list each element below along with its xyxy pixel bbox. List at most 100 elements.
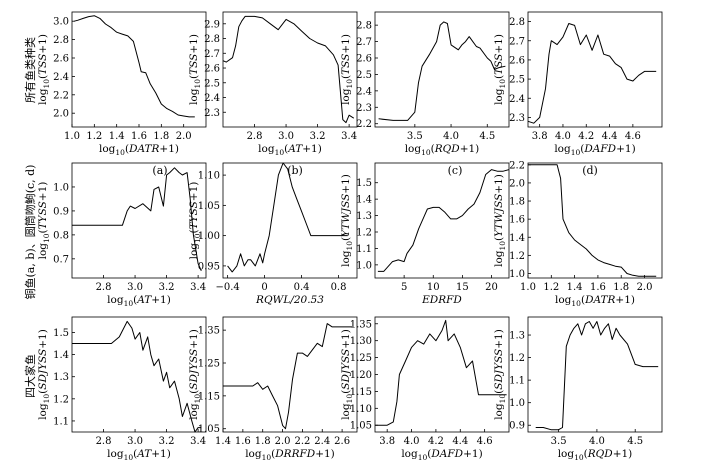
x-tick-label: 3.4 — [190, 436, 206, 447]
x-tick-label: 20 — [485, 282, 498, 293]
y-tick-label: 1.30 — [350, 336, 372, 347]
panel-r0c1: 2.8 3.0 3.2 3.4 2.3 2.4 2.5 2.6 2.7 2.8 2.9 log10(A… — [188, 11, 358, 157]
y-tick-label: 2.7 — [204, 49, 220, 60]
x-tick-label: 1.4 — [215, 436, 231, 447]
panel-r1c0: 2.8 3.0 3.2 3.4 0.7 0.8 0.9 1.0 log10(AT+1) log10… — [37, 162, 207, 308]
panel-r0c2: 3.5 4.0 4.5 2.2 2.3 2.4 2.5 2.6 2.7 2.8 log10(RQD+… — [340, 11, 510, 157]
x-tick-label: 2.4 — [314, 436, 330, 447]
y-tick-label: 2.4 — [53, 72, 69, 83]
x-tick-label: 3.5 — [551, 436, 567, 447]
y-tick-label: 1.25 — [198, 359, 220, 370]
data-line — [377, 169, 510, 272]
x-tick-label: 4.5 — [479, 131, 495, 142]
y-tick-label: 1.05 — [198, 424, 220, 435]
x-tick-label: 3.4 — [341, 131, 357, 142]
x-tick-label: 2.0 — [176, 131, 192, 142]
y-tick-label: 0.7 — [53, 254, 69, 265]
y-tick-label: 2.2 — [509, 160, 525, 171]
x-axis-label: log10(DAFD+1) — [554, 143, 635, 157]
y-tick-label: 1.20 — [350, 370, 372, 381]
plot-frame — [527, 316, 663, 433]
x-tick-label: 3.0 — [278, 131, 294, 142]
y-tick-label: 2.5 — [204, 78, 220, 89]
x-axis-label: log10(AT+1) — [107, 448, 171, 462]
panel-r0c3: 3.8 4.0 4.2 4.4 4.6 2.3 2.4 2.5 2.6 2.7 2.8 log10(D… — [493, 11, 663, 157]
y-tick-label: 2.8 — [53, 35, 69, 46]
y-tick-label: 0.8 — [53, 230, 69, 241]
x-tick-label: 1.4 — [567, 282, 583, 293]
x-tick-label: 1.8 — [153, 131, 169, 142]
x-tick-label: 0.8 — [331, 282, 347, 293]
panel-r1c2: 5 10 15 20 1.0 1.1 1.2 1.3 1.4 1.5 EDRFD log10(YTWJ… — [340, 162, 510, 306]
data-line — [527, 23, 657, 124]
y-axis-label: log10(TSS+1) — [340, 34, 354, 105]
y-axis-label: log10(TSS+1) — [188, 34, 202, 105]
y-tick-label: 2.8 — [356, 21, 372, 32]
y-tick-label: 2.6 — [509, 55, 525, 66]
x-axis-label: EDRFD — [421, 294, 462, 306]
y-tick-label: 2.4 — [356, 86, 372, 97]
row-label-1: 所有鱼类种类 — [23, 37, 37, 103]
y-tick-label: 1.05 — [198, 201, 220, 212]
data-line — [227, 162, 348, 273]
x-tick-label: 0 — [261, 282, 267, 293]
x-tick-label: 4.6 — [477, 436, 493, 447]
x-tick-label: 1.4 — [109, 131, 125, 142]
x-axis-label: log10(AT+1) — [107, 294, 171, 308]
x-tick-label: 1.6 — [235, 436, 251, 447]
y-axis-label: log10(TYSS+1) — [188, 182, 202, 260]
y-tick-label: 1.0 — [356, 260, 372, 271]
x-axis-label: log10(DAFD+1) — [401, 448, 482, 462]
x-axis-label: log10(DATR+1) — [99, 143, 179, 157]
y-tick-label: 1.4 — [356, 195, 372, 206]
y-axis-label: log10(YTWJSS+1) — [340, 174, 354, 267]
y-tick-label: 2.0 — [53, 109, 69, 120]
panel-tag-b: (b) — [287, 164, 303, 177]
y-axis-label: log10(SDJYSS+1) — [188, 329, 202, 420]
panel-r1c3: 1.0 1.2 1.4 1.6 1.8 2.01.01.21.41.61.82.02.2l… — [493, 160, 663, 308]
row-label-3: 四大家鱼 — [23, 354, 37, 398]
y-tick-label: 1.15 — [350, 387, 372, 398]
y-tick-label: 1.8 — [509, 197, 525, 208]
data-line — [74, 15, 195, 118]
data-line — [223, 323, 352, 430]
x-tick-label: 1.8 — [613, 282, 629, 293]
x-tick-label: 0.4 — [294, 282, 310, 293]
chart-panels: 1.0 1.2 1.4 1.6 1.8 2.02.02.22.42.62.83.0log1… — [37, 11, 663, 462]
data-line — [222, 15, 355, 124]
x-tick-label: 1.0 — [64, 131, 80, 142]
y-tick-label: 2.6 — [356, 54, 372, 65]
x-tick-label: 3.0 — [127, 436, 143, 447]
y-tick-label: 1.1 — [509, 376, 525, 387]
x-tick-label: 1.2 — [543, 282, 559, 293]
y-tick-label: 1.00 — [198, 231, 220, 242]
y-tick-label: 3.0 — [53, 17, 69, 28]
x-tick-label: 1.6 — [590, 282, 606, 293]
x-tick-label: 4.0 — [404, 436, 420, 447]
y-axis-label: log10(SDJYSS+1) — [37, 329, 51, 420]
data-line — [72, 167, 202, 272]
y-tick-label: 2.6 — [53, 54, 69, 65]
row-label-1-line-0: 所有鱼类种类 — [23, 37, 37, 103]
panel-r0c0: 1.0 1.2 1.4 1.6 1.8 2.02.02.22.42.62.83.0log1… — [37, 11, 207, 157]
x-tick-label: 3.2 — [159, 436, 175, 447]
y-tick-label: 0.9 — [509, 421, 525, 432]
x-tick-label: 3.2 — [159, 282, 175, 293]
x-axis-label: log10(AT+1) — [258, 143, 322, 157]
plot-frame — [374, 316, 510, 433]
plot-frame — [222, 162, 358, 279]
panel-tag-d: (d) — [582, 164, 598, 177]
data-line — [72, 320, 202, 433]
y-axis-label: log10(YTWJSS+1) — [493, 174, 507, 267]
plot-frame — [71, 316, 207, 433]
x-tick-label: 3.5 — [407, 131, 423, 142]
row-label-3-line-0: 四大家鱼 — [23, 354, 37, 398]
y-tick-label: 1.3 — [509, 331, 525, 342]
y-tick-label: 1.3 — [356, 211, 372, 222]
x-tick-label: 2.0 — [637, 282, 653, 293]
y-tick-label: 2.6 — [204, 64, 220, 75]
x-tick-label: 2.8 — [96, 282, 112, 293]
y-tick-label: 1.2 — [509, 251, 525, 262]
y-axis-label: log10(TSS+1) — [37, 34, 51, 105]
